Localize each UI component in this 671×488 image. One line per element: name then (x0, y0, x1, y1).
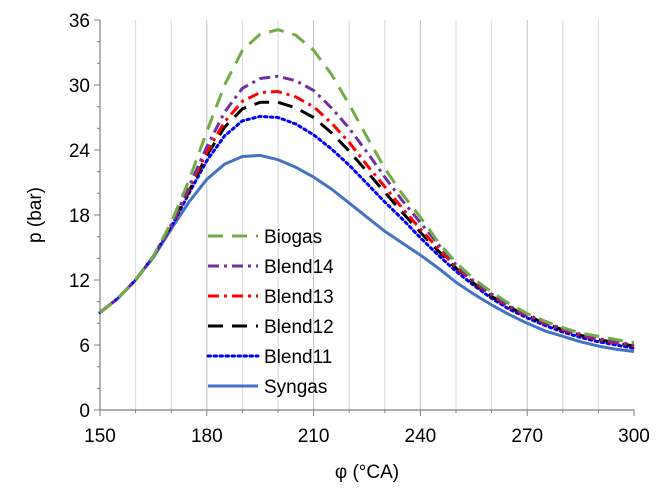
y-tick-label: 18 (69, 206, 90, 227)
y-tick-label: 36 (69, 11, 90, 32)
tick-labels: 0 6 12 18 24 30 36 150 180 210 240 270 300 (69, 11, 650, 447)
series-group (98, 28, 636, 353)
x-tick-label: 270 (511, 426, 543, 447)
axes (94, 19, 635, 416)
legend-label-blend12: Blend12 (264, 317, 334, 338)
y-tick-label: 12 (69, 271, 90, 292)
grid (135, 20, 599, 410)
y-axis-title: p (bar) (25, 187, 46, 243)
x-tick-label: 210 (298, 426, 330, 447)
legend-label-blend13: Blend13 (264, 287, 334, 308)
legend-label-blend11: Blend11 (264, 347, 332, 368)
x-tick-label: 150 (84, 426, 116, 447)
series-line-syngas (99, 153, 635, 353)
series-line-biogas (99, 28, 635, 345)
x-tick-label: 180 (191, 426, 223, 447)
y-tick-label: 0 (79, 401, 90, 422)
legend: Biogas Blend14 Blend13 Blend12 Blend11 Syngas (206, 227, 334, 398)
x-axis-title: φ (°CA) (335, 462, 399, 483)
x-tick-label: 300 (618, 426, 650, 447)
legend-label-syngas: Syngas (264, 377, 327, 398)
y-tick-label: 30 (69, 76, 90, 97)
legend-label-blend14: Blend14 (264, 257, 334, 278)
x-tick-label: 240 (405, 426, 437, 447)
y-tick-label: 24 (69, 141, 91, 162)
y-tick-label: 6 (79, 336, 90, 357)
legend-label-biogas: Biogas (264, 227, 322, 248)
